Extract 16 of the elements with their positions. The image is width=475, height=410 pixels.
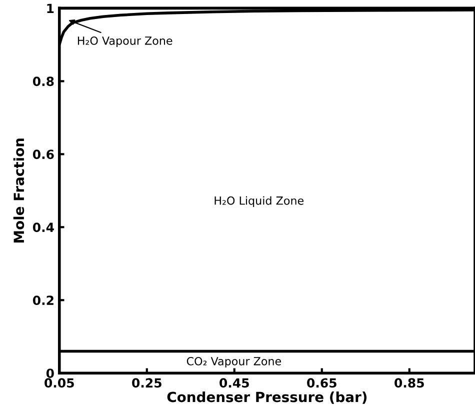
y-tick-label: 1: [47, 4, 54, 13]
y-tick-label: 0.4: [32, 222, 54, 232]
y-tick-label: 0: [46, 368, 54, 378]
annotation: CO₂ Vapour Zone: [186, 356, 282, 368]
annotation: H₂O Vapour Zone: [78, 36, 172, 47]
x-axis-title: Condenser Pressure (bar): [167, 391, 367, 404]
x-tick-label: 0.05: [44, 378, 74, 388]
annotation: H₂O Liquid Zone: [214, 196, 304, 207]
x-tick-label: 0.65: [307, 378, 336, 388]
x-tick-label: 0.45: [220, 378, 249, 388]
y-tick-label: 0.8: [32, 76, 54, 86]
y-tick-label: 0.6: [32, 150, 54, 160]
y-tick-label: 0.2: [32, 296, 54, 306]
x-tick-label: 0.85: [394, 378, 424, 388]
y-axis-title: Mole Fraction: [13, 138, 24, 243]
x-tick-label: 0.25: [132, 378, 162, 388]
